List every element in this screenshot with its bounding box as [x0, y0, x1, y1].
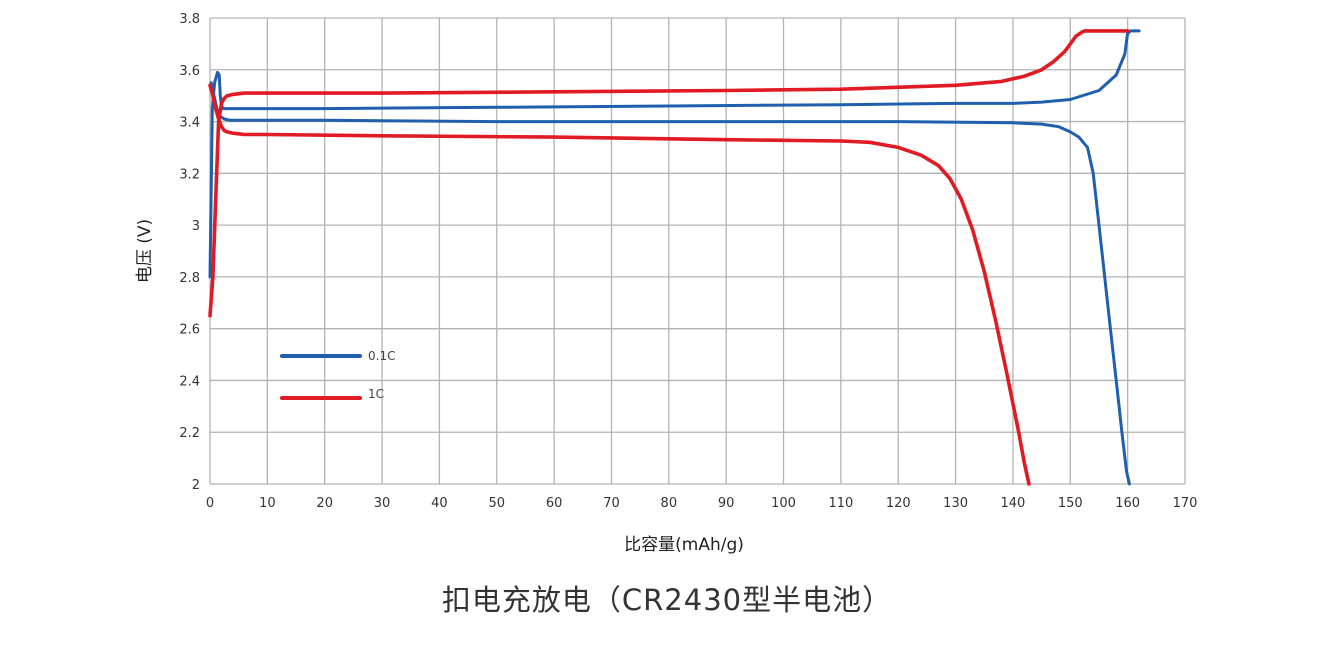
x-tick-160: 160	[1115, 496, 1140, 511]
chart: 0 10 20 30 40 50 60 70 80 90 100 110 120 130 140 150 160…	[135, 12, 1198, 555]
x-tick-10: 10	[259, 496, 276, 511]
x-tick-0: 0	[206, 496, 214, 511]
x-axis-label: 比容量(mAh/g)	[624, 535, 744, 555]
series-1C-curve-0	[208, 29, 1130, 318]
y-tick-3.6: 3.6	[179, 64, 200, 79]
x-tick-150: 150	[1058, 496, 1083, 511]
y-tick-2.8: 2.8	[179, 271, 200, 286]
series-0.1C-curve-1	[209, 81, 1131, 486]
series-layer	[208, 29, 1141, 486]
y-tick-2.2: 2.2	[179, 426, 200, 441]
x-tick-50: 50	[488, 496, 505, 511]
y-tick-2: 2	[192, 478, 200, 493]
x-tick-60: 60	[546, 496, 563, 511]
x-tick-130: 130	[943, 496, 968, 511]
x-tick-170: 170	[1173, 496, 1198, 511]
legend-label-1c: 1C	[368, 387, 384, 401]
y-tick-3.8: 3.8	[179, 12, 200, 27]
y-tick-3.4: 3.4	[179, 116, 200, 131]
x-tick-90: 90	[718, 496, 735, 511]
x-tick-100: 100	[771, 496, 796, 511]
x-tick-70: 70	[603, 496, 620, 511]
x-tick-40: 40	[431, 496, 448, 511]
series-0.1C-curve-0	[208, 29, 1141, 279]
x-tick-120: 120	[886, 496, 911, 511]
legend: 0.1C 1C	[280, 349, 395, 401]
y-tick-labels: 2 2.2 2.4 2.6 2.8 3 3.2 3.4 3.6 3.8	[179, 12, 200, 493]
series-0.1C	[208, 29, 1141, 486]
x-tick-labels: 0 10 20 30 40 50 60 70 80 90 100 110 120 130 140 150 160…	[206, 496, 1198, 511]
grid	[209, 17, 1186, 485]
series-1C-curve-1	[208, 83, 1031, 486]
x-tick-30: 30	[374, 496, 391, 511]
legend-label-0-1c: 0.1C	[368, 349, 395, 363]
y-tick-3.2: 3.2	[179, 167, 200, 182]
y-tick-2.4: 2.4	[179, 374, 200, 389]
figure-caption: 扣电充放电（CR2430型半电池）	[441, 583, 893, 617]
x-tick-80: 80	[661, 496, 678, 511]
series-1C	[208, 29, 1130, 486]
x-tick-20: 20	[316, 496, 333, 511]
x-tick-110: 110	[828, 496, 853, 511]
x-tick-140: 140	[1001, 496, 1026, 511]
y-axis-label: 电压 (V)	[135, 219, 155, 283]
y-tick-3: 3	[192, 219, 200, 234]
y-tick-2.6: 2.6	[179, 323, 200, 338]
